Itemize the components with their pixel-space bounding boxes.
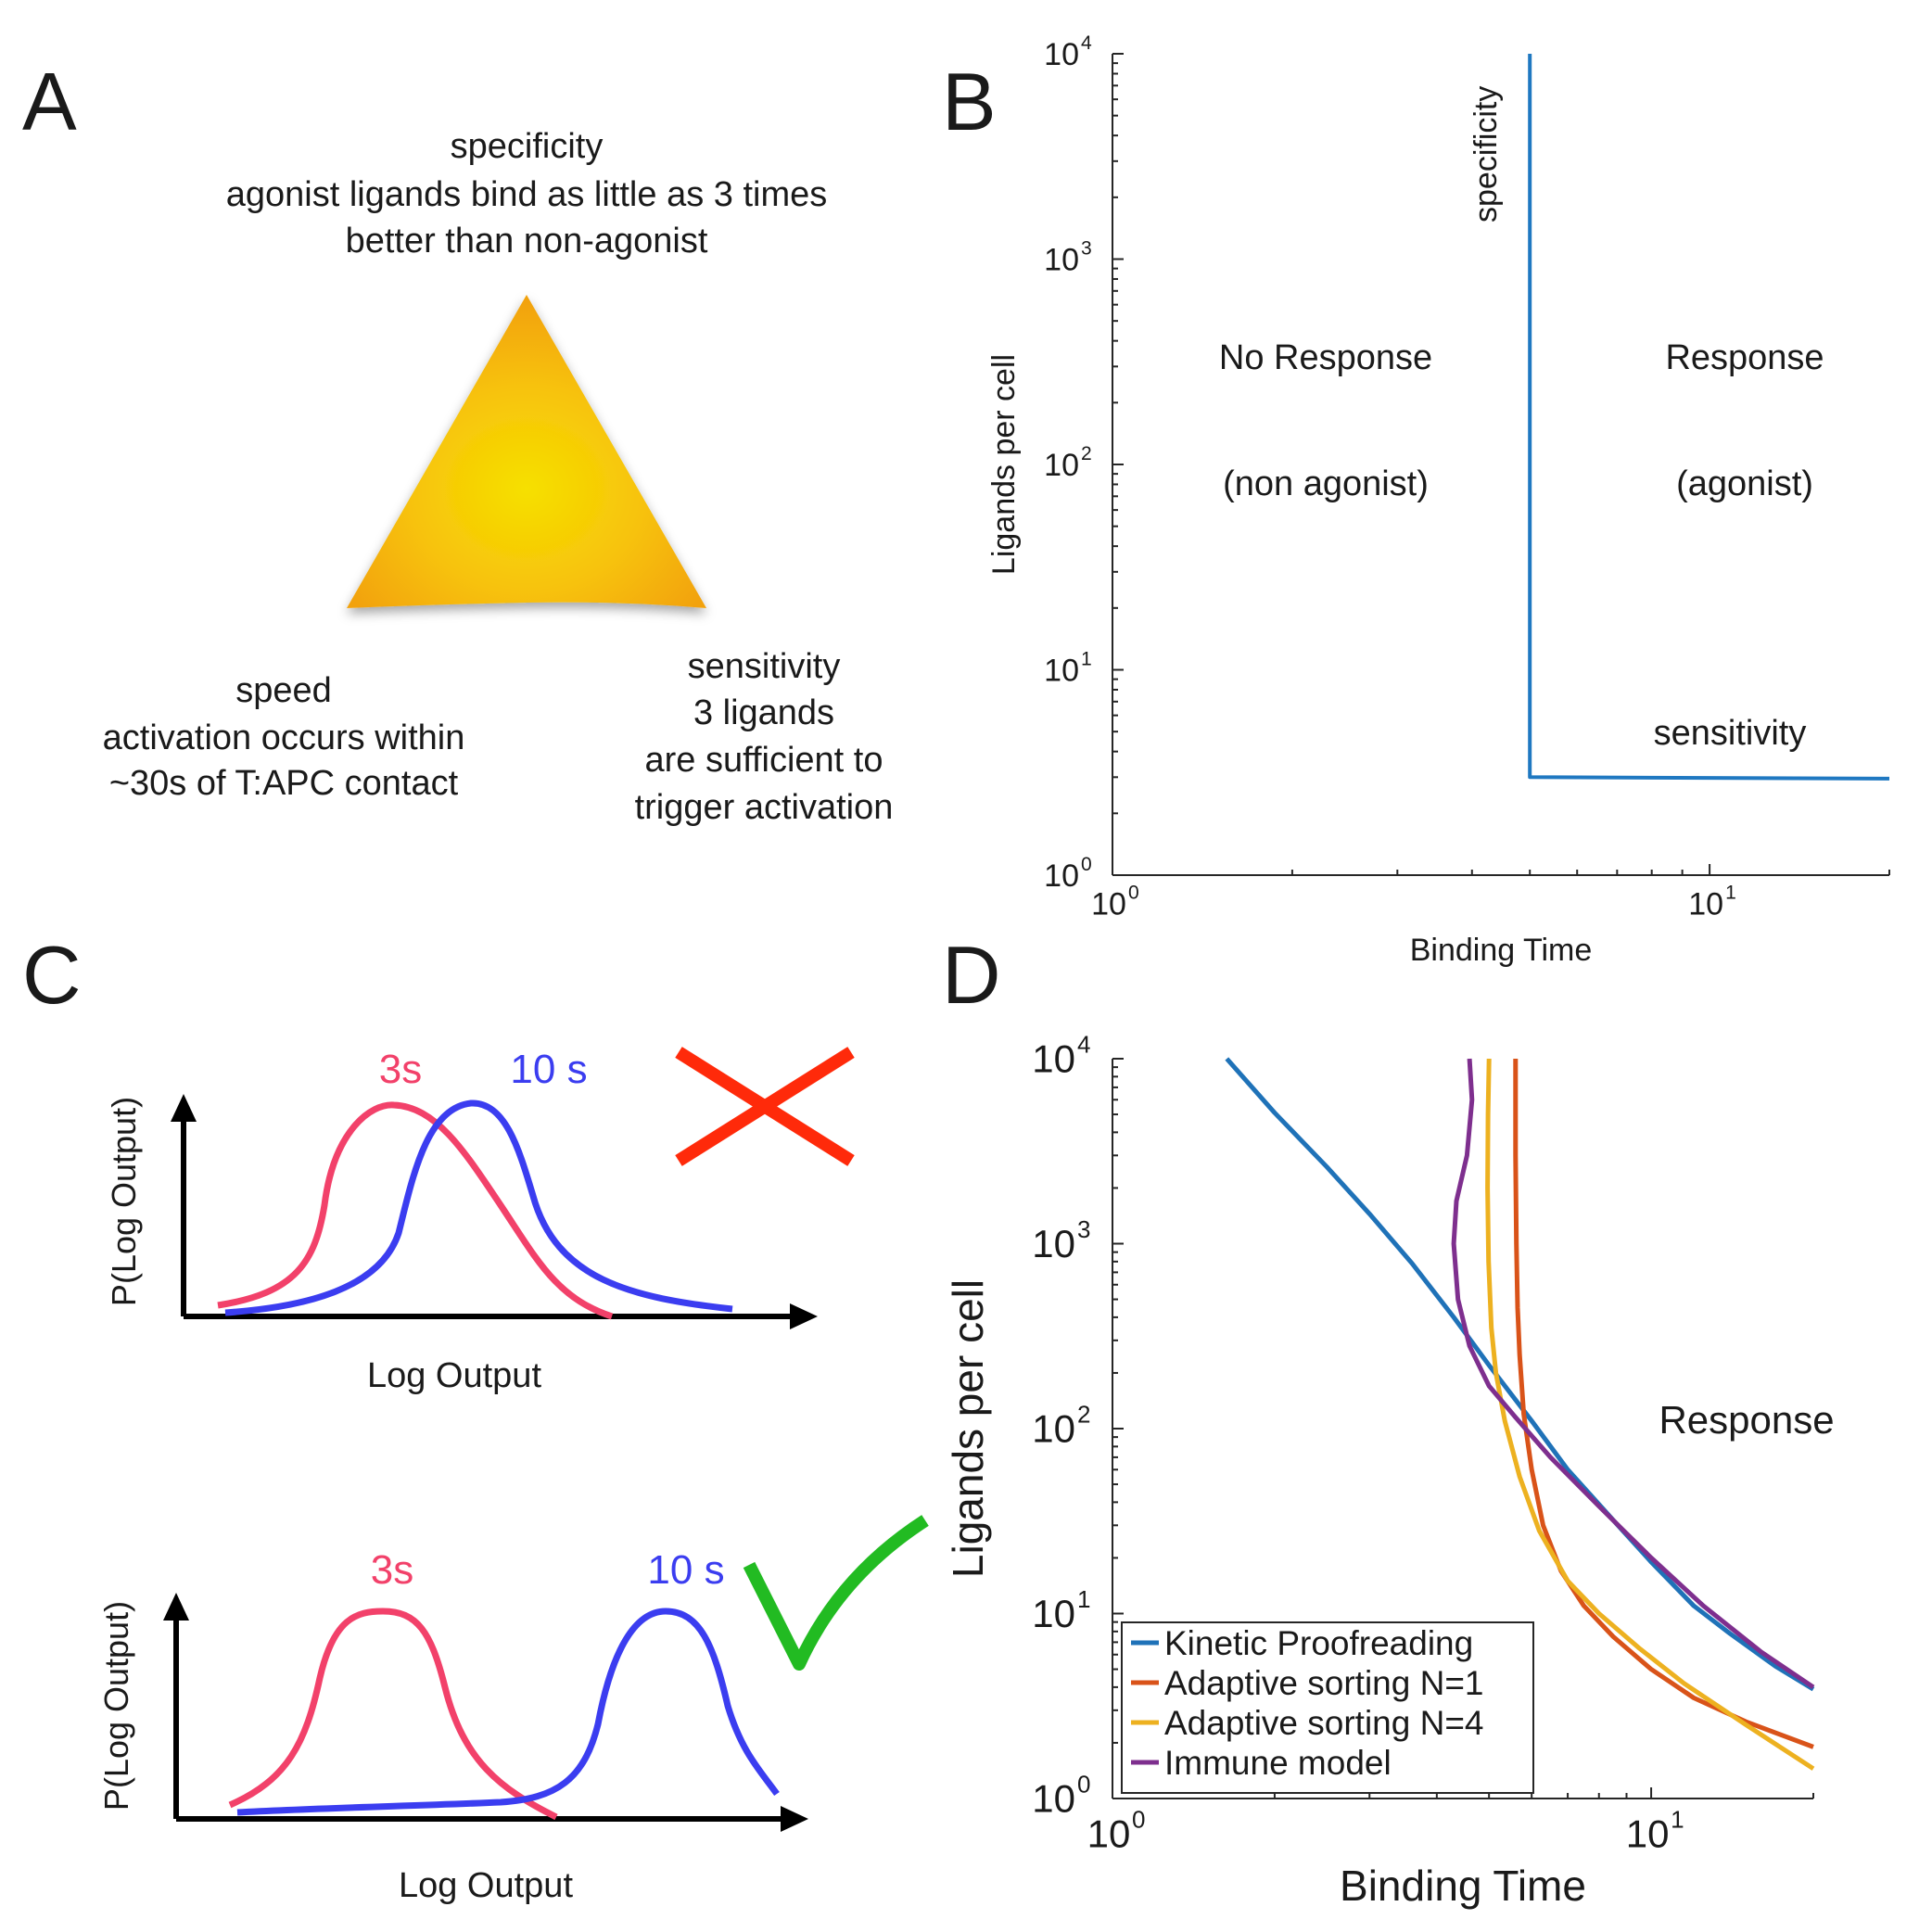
- sensitivity-line-1: 3 ligands: [693, 693, 834, 732]
- y-tick-label: 10: [1044, 653, 1079, 688]
- y-tick-label: 10: [1044, 37, 1079, 72]
- x-axis-title: Binding Time: [1340, 1862, 1586, 1910]
- label-agonist: (agonist): [1676, 464, 1813, 503]
- y-tick-label: 10: [1032, 1777, 1075, 1821]
- c-bottom-schematic: 3s 10 s P(Log Output) Log Output: [97, 1515, 929, 1905]
- speed-line-2: ~30s of T:APC contact: [109, 764, 459, 803]
- wrong-cross-icon: [675, 1047, 855, 1166]
- label-response-d: Response: [1659, 1398, 1834, 1442]
- c-top-label-10s: 10 s: [510, 1047, 587, 1092]
- y-tick-label: 10: [1032, 1037, 1075, 1081]
- x-tick-label: 10: [1688, 887, 1723, 922]
- c-top-curve-10s: [224, 1099, 733, 1316]
- panel-letter-d: D: [942, 929, 1001, 1021]
- series-line-adaptive-sorting-n-1: [1513, 1059, 1814, 1749]
- x-tick-exponent: 1: [1725, 883, 1736, 904]
- label-non-agonist: (non agonist): [1223, 464, 1429, 503]
- label-response-b: Response: [1665, 338, 1824, 377]
- legend-label-immune-model: Immune model: [1164, 1744, 1392, 1782]
- label-sensitivity-b: sensitivity: [1654, 714, 1807, 753]
- series-line-immune-model: [1451, 1058, 1815, 1689]
- c-top-x-label: Log Output: [367, 1356, 541, 1395]
- y-tick-label: 10: [1044, 858, 1079, 894]
- c-bottom-label-10s: 10 s: [647, 1547, 724, 1593]
- label-specificity-b: specificity: [1468, 86, 1504, 222]
- panel-c: C 3s 10 s P(Log Output) Log Output: [22, 929, 929, 1905]
- x-tick-label: 10: [1091, 887, 1126, 922]
- c-bottom-label-3s: 3s: [371, 1547, 413, 1593]
- y-tick-exponent: 4: [1077, 1031, 1090, 1059]
- speed-line-1: activation occurs within: [103, 718, 465, 757]
- sensitivity-line-3: trigger activation: [635, 788, 894, 827]
- x-tick-label: 10: [1087, 1812, 1131, 1856]
- panel-a: A specificity agonist ligands bind as li…: [22, 56, 893, 827]
- c-bottom-y-label: P(Log Output): [97, 1601, 135, 1811]
- y-tick-exponent: 0: [1077, 1771, 1090, 1799]
- c-top-y-arrowhead: [171, 1094, 197, 1122]
- c-top-curve-3s: [217, 1101, 614, 1320]
- y-tick-exponent: 3: [1081, 237, 1092, 259]
- legend-label-adaptive-sorting-n-4: Adaptive sorting N=4: [1164, 1704, 1484, 1742]
- x-tick-label: 10: [1626, 1812, 1670, 1856]
- c-bottom-x-label: Log Output: [399, 1866, 573, 1905]
- specificity-line-2: better than non-agonist: [346, 222, 708, 261]
- right-check-icon: [743, 1515, 929, 1671]
- y-tick-exponent: 3: [1077, 1215, 1090, 1243]
- y-tick-exponent: 2: [1077, 1401, 1090, 1429]
- c-bottom-curve-10s: [236, 1608, 780, 1816]
- y-tick-exponent: 0: [1081, 854, 1092, 875]
- c-top-y-label: P(Log Output): [105, 1097, 143, 1306]
- c-bottom-y-arrowhead: [163, 1593, 189, 1621]
- y-tick-label: 10: [1032, 1407, 1075, 1451]
- series-line-adaptive-sorting-n-4: [1485, 1058, 1815, 1771]
- c-top-x-arrowhead: [790, 1303, 818, 1329]
- panel-letter-a: A: [22, 56, 77, 147]
- specificity-line-1: agonist ligands bind as little as 3 time…: [226, 175, 827, 214]
- speed-title: speed: [235, 671, 332, 710]
- c-bottom-curve-3s: [228, 1608, 558, 1821]
- y-axis-title: Ligands per cell: [944, 1279, 992, 1578]
- x-tick-exponent: 0: [1132, 1806, 1145, 1834]
- c-top-schematic: 3s 10 s P(Log Output) Log Output: [105, 1047, 855, 1395]
- y-tick-label: 10: [1044, 242, 1079, 277]
- chart-d-series: [1225, 1057, 1815, 1771]
- sensitivity-line-2: are sufficient to: [644, 741, 883, 780]
- legend-label-adaptive-sorting-n-1: Adaptive sorting N=1: [1164, 1664, 1484, 1702]
- series-line-kinetic-proofreading: [1225, 1057, 1815, 1692]
- panel-letter-c: C: [22, 929, 82, 1021]
- y-tick-label: 10: [1032, 1222, 1075, 1265]
- y-tick-exponent: 4: [1081, 32, 1092, 54]
- legend-label-kinetic-proofreading: Kinetic Proofreading: [1164, 1624, 1473, 1662]
- specificity-title: specificity: [451, 127, 604, 166]
- y-tick-label: 10: [1044, 448, 1079, 483]
- series-line-threshold: [1528, 54, 1890, 781]
- y-tick-label: 10: [1032, 1592, 1075, 1635]
- legend-box: [1121, 1621, 1534, 1794]
- chart-b-series: [1528, 54, 1890, 781]
- x-axis-title: Binding Time: [1410, 933, 1593, 968]
- c-top-label-3s: 3s: [379, 1047, 422, 1092]
- y-tick-exponent: 2: [1081, 443, 1092, 464]
- x-tick-exponent: 1: [1671, 1806, 1684, 1834]
- y-tick-exponent: 1: [1081, 648, 1092, 669]
- label-no-response: No Response: [1219, 338, 1432, 377]
- tradeoff-triangle: [347, 295, 706, 608]
- x-tick-exponent: 0: [1128, 883, 1139, 904]
- sensitivity-title: sensitivity: [688, 647, 841, 686]
- y-tick-exponent: 1: [1077, 1585, 1090, 1613]
- y-axis-title: Ligands per cell: [986, 354, 1022, 575]
- panel-letter-b: B: [942, 56, 997, 147]
- c-bottom-x-arrowhead: [781, 1806, 808, 1832]
